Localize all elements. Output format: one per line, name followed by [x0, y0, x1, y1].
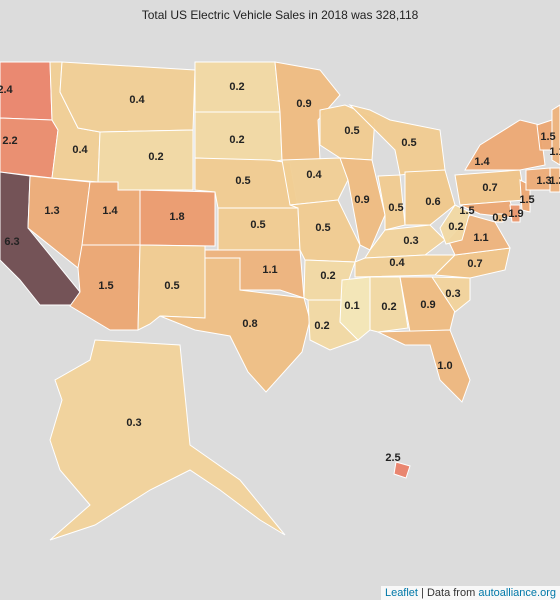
region-label: 0.2 — [229, 81, 244, 93]
region-label: 0.2 — [448, 221, 463, 233]
region — [339, 276, 371, 341]
region — [551, 104, 560, 166]
region — [348, 104, 446, 176]
region — [509, 204, 521, 223]
attribution-text: | Data from — [421, 587, 476, 599]
region-label: 0.3 — [403, 235, 418, 247]
region — [97, 129, 194, 191]
map-title: Total US Electric Vehicle Sales in 2018 … — [141, 8, 419, 22]
source-link[interactable]: autoalliance.org — [478, 587, 556, 599]
leaflet-link[interactable]: Leaflet — [384, 587, 418, 599]
region-label: 1.2 — [549, 175, 560, 187]
region — [549, 167, 560, 193]
region-label: 0.6 — [425, 196, 440, 208]
region-label: 1.1 — [473, 232, 488, 244]
region — [494, 213, 504, 223]
region-label: 0.9 — [296, 98, 311, 110]
region-label: 0.9 — [354, 194, 369, 206]
region-label: 2.2 — [2, 135, 17, 147]
region-label: 1.5 — [98, 280, 113, 292]
region — [274, 61, 341, 161]
region-label: 0.2 — [381, 301, 396, 313]
region-label: 0.9 — [420, 299, 435, 311]
region-label: 1.1 — [262, 264, 277, 276]
region — [49, 339, 286, 541]
region-label: 0.7 — [467, 258, 482, 270]
region-label: 0.2 — [314, 320, 329, 332]
region-label: 0.3 — [126, 417, 141, 429]
region-label: 1.5 — [459, 205, 474, 217]
region-label: 1.5 — [540, 131, 555, 143]
region-label: 0.3 — [445, 288, 460, 300]
region-label: 1.0 — [437, 360, 452, 372]
region-label: 1.1 — [549, 146, 560, 158]
region-label: 1.9 — [508, 208, 523, 220]
region — [404, 169, 456, 226]
region — [139, 189, 216, 247]
region-label: 1.3 — [536, 175, 551, 187]
region-label: 0.2 — [320, 270, 335, 282]
region — [369, 276, 409, 333]
region — [59, 61, 196, 133]
region-label: 0.5 — [401, 137, 416, 149]
region-label: 0.4 — [129, 94, 145, 106]
region-label: 0.5 — [388, 202, 403, 214]
region — [439, 204, 471, 245]
region-label: 0.5 — [315, 222, 330, 234]
region — [281, 157, 349, 206]
region — [0, 117, 59, 179]
region-label: 0.4 — [72, 144, 88, 156]
region-label: 0.4 — [306, 169, 322, 181]
region-label: 0.5 — [344, 125, 359, 137]
region-label: 0.5 — [164, 280, 179, 292]
region-label: 0.4 — [389, 257, 405, 269]
region-label: 0.8 — [242, 318, 257, 330]
region — [393, 461, 411, 479]
region-label: 2.5 — [385, 452, 400, 464]
region — [431, 276, 471, 313]
region-label: 1.5 — [519, 194, 534, 206]
region — [377, 329, 471, 403]
region-label: 1.3 — [44, 205, 59, 217]
region-label: 0.5 — [250, 219, 265, 231]
region-label: 0.5 — [235, 175, 250, 187]
region-label: 0.9 — [492, 212, 507, 224]
region — [377, 174, 406, 231]
region-label: 1.4 — [474, 156, 490, 168]
region-label: 2.4 — [0, 84, 14, 96]
region — [433, 247, 511, 279]
region-label: 0.1 — [344, 300, 359, 312]
region-label: 0.7 — [482, 182, 497, 194]
region-label: 1.4 — [102, 205, 118, 217]
attribution: Leaflet | Data from autoalliance.org — [380, 586, 560, 600]
region-label: 1.8 — [169, 211, 184, 223]
region-label: 0.2 — [229, 134, 244, 146]
region-label: 6.3 — [4, 236, 19, 248]
region-label: 0.2 — [148, 151, 163, 163]
